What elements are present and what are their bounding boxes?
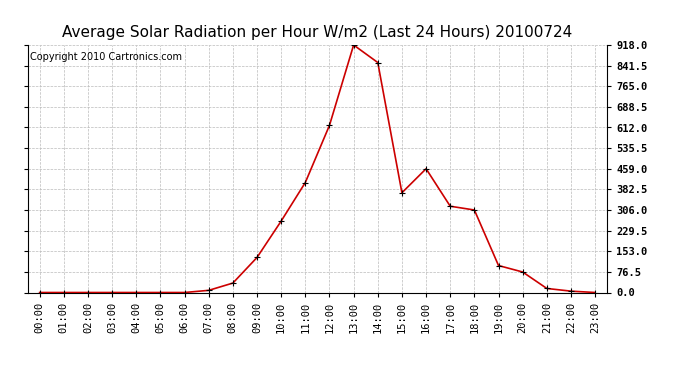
Title: Average Solar Radiation per Hour W/m2 (Last 24 Hours) 20100724: Average Solar Radiation per Hour W/m2 (L… xyxy=(62,25,573,40)
Text: Copyright 2010 Cartronics.com: Copyright 2010 Cartronics.com xyxy=(30,53,182,62)
